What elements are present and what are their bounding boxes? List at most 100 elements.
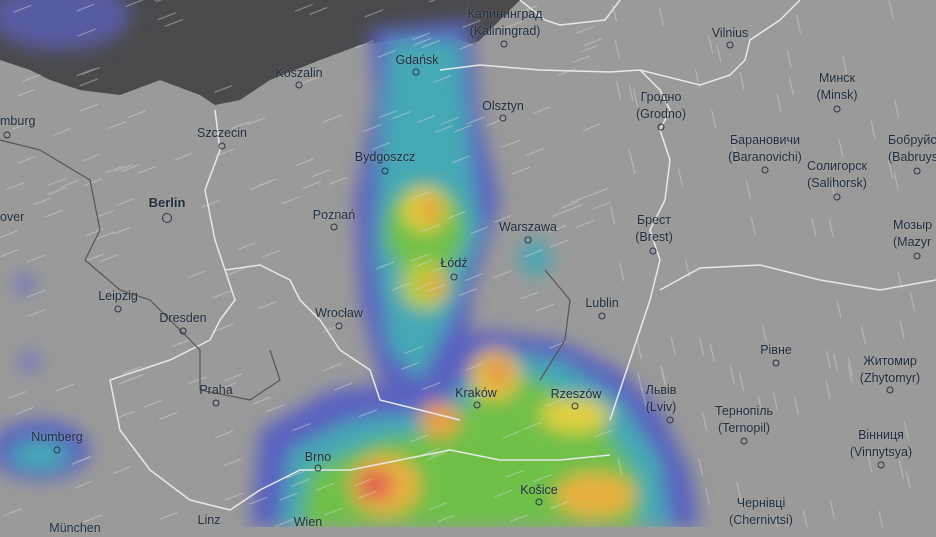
city-name: Wrocław — [315, 305, 363, 322]
city-alt-name: (Babruys — [888, 149, 936, 166]
city-marker-icon[interactable] — [54, 447, 61, 454]
city-marker-icon[interactable] — [331, 224, 338, 231]
city-name: Szczecin — [197, 125, 247, 142]
city-alt-name: (Kaliningrad) — [467, 23, 542, 40]
city-label: Leipzig — [98, 288, 138, 305]
city-label: mburg — [0, 113, 35, 130]
city-label: Чернівці(Chernivtsi) — [729, 495, 793, 529]
city-marker-icon[interactable] — [315, 465, 322, 472]
city-name: Барановичи — [728, 132, 802, 149]
city-alt-name: (Minsk) — [817, 87, 858, 104]
city-name: Numberg — [31, 429, 82, 446]
city-marker-icon[interactable] — [162, 213, 172, 223]
city-label: Тернопіль(Ternopil) — [715, 403, 773, 437]
city-name: Koszalin — [275, 65, 322, 82]
city-marker-icon[interactable] — [501, 41, 508, 48]
city-marker-icon[interactable] — [773, 360, 780, 367]
city-marker-icon[interactable] — [878, 462, 885, 469]
city-marker-icon[interactable] — [413, 69, 420, 76]
city-label: Poznań — [313, 207, 355, 224]
city-marker-icon[interactable] — [536, 499, 543, 506]
city-name: Vilnius — [712, 25, 749, 42]
city-marker-icon[interactable] — [4, 132, 11, 139]
city-marker-icon[interactable] — [914, 168, 921, 175]
city-alt-name: (Vinnytsya) — [850, 444, 912, 461]
city-name: Тернопіль — [715, 403, 773, 420]
city-label: Барановичи(Baranovichi) — [728, 132, 802, 166]
city-alt-name: (Brest) — [635, 229, 673, 246]
city-name: Kraków — [455, 385, 497, 402]
city-name: Łódź — [440, 255, 467, 272]
city-label: Wrocław — [315, 305, 363, 322]
city-alt-name: (Ternopil) — [715, 420, 773, 437]
city-name: Brno — [305, 449, 331, 466]
city-marker-icon[interactable] — [741, 438, 748, 445]
city-marker-icon[interactable] — [500, 115, 507, 122]
city-marker-icon[interactable] — [887, 387, 894, 394]
city-marker-icon[interactable] — [296, 82, 303, 89]
city-name: Львів — [646, 382, 677, 399]
city-marker-icon[interactable] — [599, 313, 606, 320]
city-label: Berlin — [149, 194, 186, 211]
city-label: Мозыр(Mazyr — [893, 217, 932, 251]
city-name: Вінниця — [850, 427, 912, 444]
city-label: Брест(Brest) — [635, 212, 673, 246]
city-marker-icon[interactable] — [658, 124, 665, 131]
city-name: Dresden — [159, 310, 206, 327]
city-marker-icon[interactable] — [762, 167, 769, 174]
city-marker-icon[interactable] — [219, 143, 226, 150]
city-marker-icon[interactable] — [914, 253, 921, 260]
city-marker-icon[interactable] — [115, 306, 122, 313]
city-name: Rzeszów — [551, 386, 602, 403]
city-name: Рівне — [760, 342, 792, 359]
city-name: Linz — [198, 512, 221, 529]
city-label: Bydgoszcz — [355, 149, 415, 166]
city-marker-icon[interactable] — [834, 194, 841, 201]
city-marker-icon[interactable] — [727, 42, 734, 49]
city-marker-icon[interactable] — [572, 403, 579, 410]
city-label: Olsztyn — [482, 98, 524, 115]
city-marker-icon[interactable] — [667, 417, 674, 424]
city-name: Poznań — [313, 207, 355, 224]
city-label: Минск(Minsk) — [817, 70, 858, 104]
city-name: Leipzig — [98, 288, 138, 305]
city-label: Вінниця(Vinnytsya) — [850, 427, 912, 461]
city-label: Linz — [198, 512, 221, 529]
city-label: Brno — [305, 449, 331, 466]
city-marker-icon[interactable] — [451, 274, 458, 281]
city-label: Gdańsk — [395, 52, 438, 69]
city-name: Berlin — [149, 194, 186, 211]
city-name: Гродно — [636, 89, 686, 106]
city-label: Калининград(Kaliningrad) — [467, 6, 542, 40]
city-marker-icon[interactable] — [525, 237, 532, 244]
city-marker-icon[interactable] — [834, 106, 841, 113]
city-label: Бобруйс(Babruys — [888, 132, 936, 166]
city-marker-icon[interactable] — [213, 400, 220, 407]
city-label: Lublin — [585, 295, 618, 312]
city-label: Praha — [199, 382, 232, 399]
city-label: Kraków — [455, 385, 497, 402]
city-label: over — [0, 209, 24, 226]
city-marker-icon[interactable] — [336, 323, 343, 330]
city-label: Житомир(Zhytomyr) — [860, 353, 920, 387]
city-alt-name: (Salihorsk) — [807, 175, 867, 192]
city-name: Калининград — [467, 6, 542, 23]
city-alt-name: (Mazyr — [893, 234, 932, 251]
city-alt-name: (Lviv) — [646, 399, 677, 416]
city-name: Košice — [520, 482, 558, 499]
city-label: Vilnius — [712, 25, 749, 42]
city-marker-icon[interactable] — [180, 328, 187, 335]
city-marker-icon[interactable] — [474, 402, 481, 409]
city-label: Рівне — [760, 342, 792, 359]
city-name: Бобруйс — [888, 132, 936, 149]
city-label: Szczecin — [197, 125, 247, 142]
city-name: Olsztyn — [482, 98, 524, 115]
city-label: Солигорск(Salihorsk) — [807, 158, 867, 192]
city-marker-icon[interactable] — [650, 248, 657, 255]
city-marker-icon[interactable] — [382, 168, 389, 175]
city-name: Минск — [817, 70, 858, 87]
city-name: Gdańsk — [395, 52, 438, 69]
city-label: Гродно(Grodno) — [636, 89, 686, 123]
city-name: Lublin — [585, 295, 618, 312]
